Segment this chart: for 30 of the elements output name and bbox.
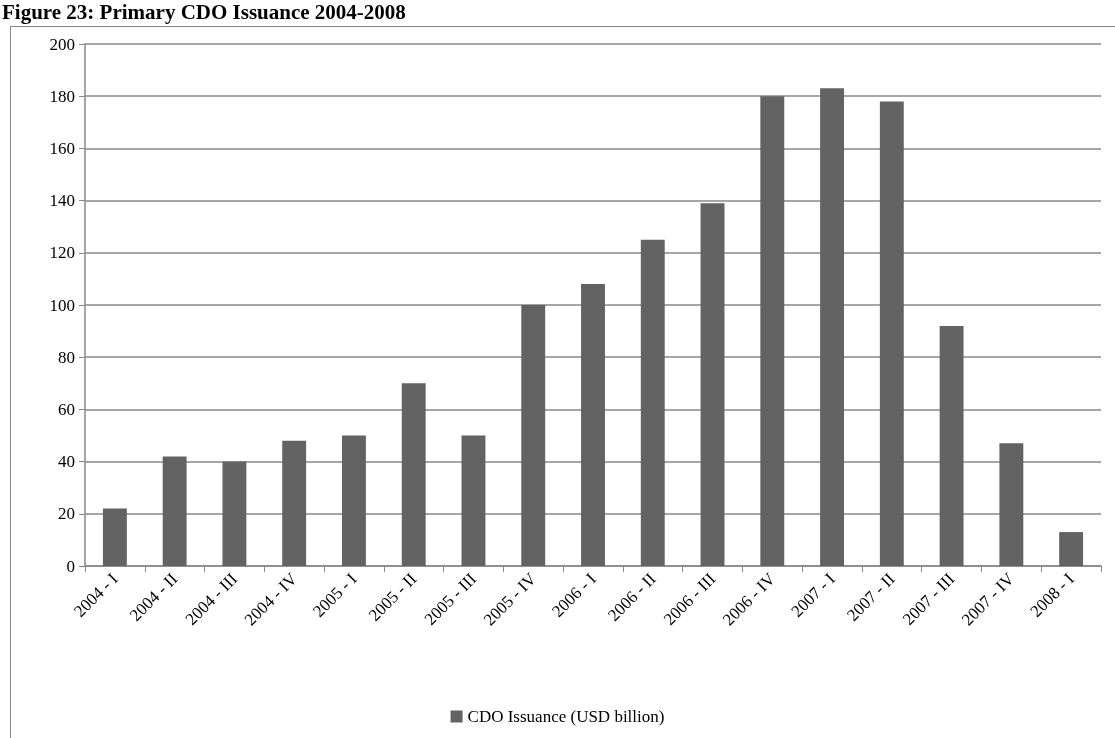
bar bbox=[820, 88, 845, 566]
bar bbox=[760, 96, 785, 566]
y-tick-label: 120 bbox=[49, 243, 75, 263]
y-tick-label: 160 bbox=[49, 138, 75, 158]
y-tick-label: 80 bbox=[58, 347, 75, 367]
chart-title: Figure 23: Primary CDO Issuance 2004-2008 bbox=[2, 0, 406, 24]
bar bbox=[581, 284, 605, 566]
bar bbox=[102, 508, 127, 566]
bar bbox=[1059, 532, 1084, 566]
bar bbox=[162, 456, 187, 566]
y-tick-label: 200 bbox=[49, 34, 75, 54]
bar bbox=[461, 435, 486, 566]
bar bbox=[341, 435, 366, 566]
bar bbox=[999, 443, 1024, 566]
y-tick-label: 20 bbox=[58, 504, 75, 524]
bar bbox=[521, 305, 546, 566]
y-tick-label: 180 bbox=[49, 86, 75, 106]
bar bbox=[401, 383, 426, 566]
bar bbox=[700, 203, 725, 566]
y-tick-label: 40 bbox=[58, 452, 75, 472]
y-tick-label: 140 bbox=[49, 191, 75, 211]
bar bbox=[879, 101, 904, 566]
y-tick-label: 100 bbox=[49, 295, 75, 315]
bar bbox=[222, 461, 247, 566]
bar bbox=[939, 325, 964, 566]
bar bbox=[282, 440, 307, 566]
bar bbox=[640, 239, 665, 566]
legend-label: CDO Issuance (USD billion) bbox=[467, 707, 665, 726]
y-tick-label: 0 bbox=[66, 556, 75, 576]
y-tick-label: 60 bbox=[58, 399, 75, 419]
